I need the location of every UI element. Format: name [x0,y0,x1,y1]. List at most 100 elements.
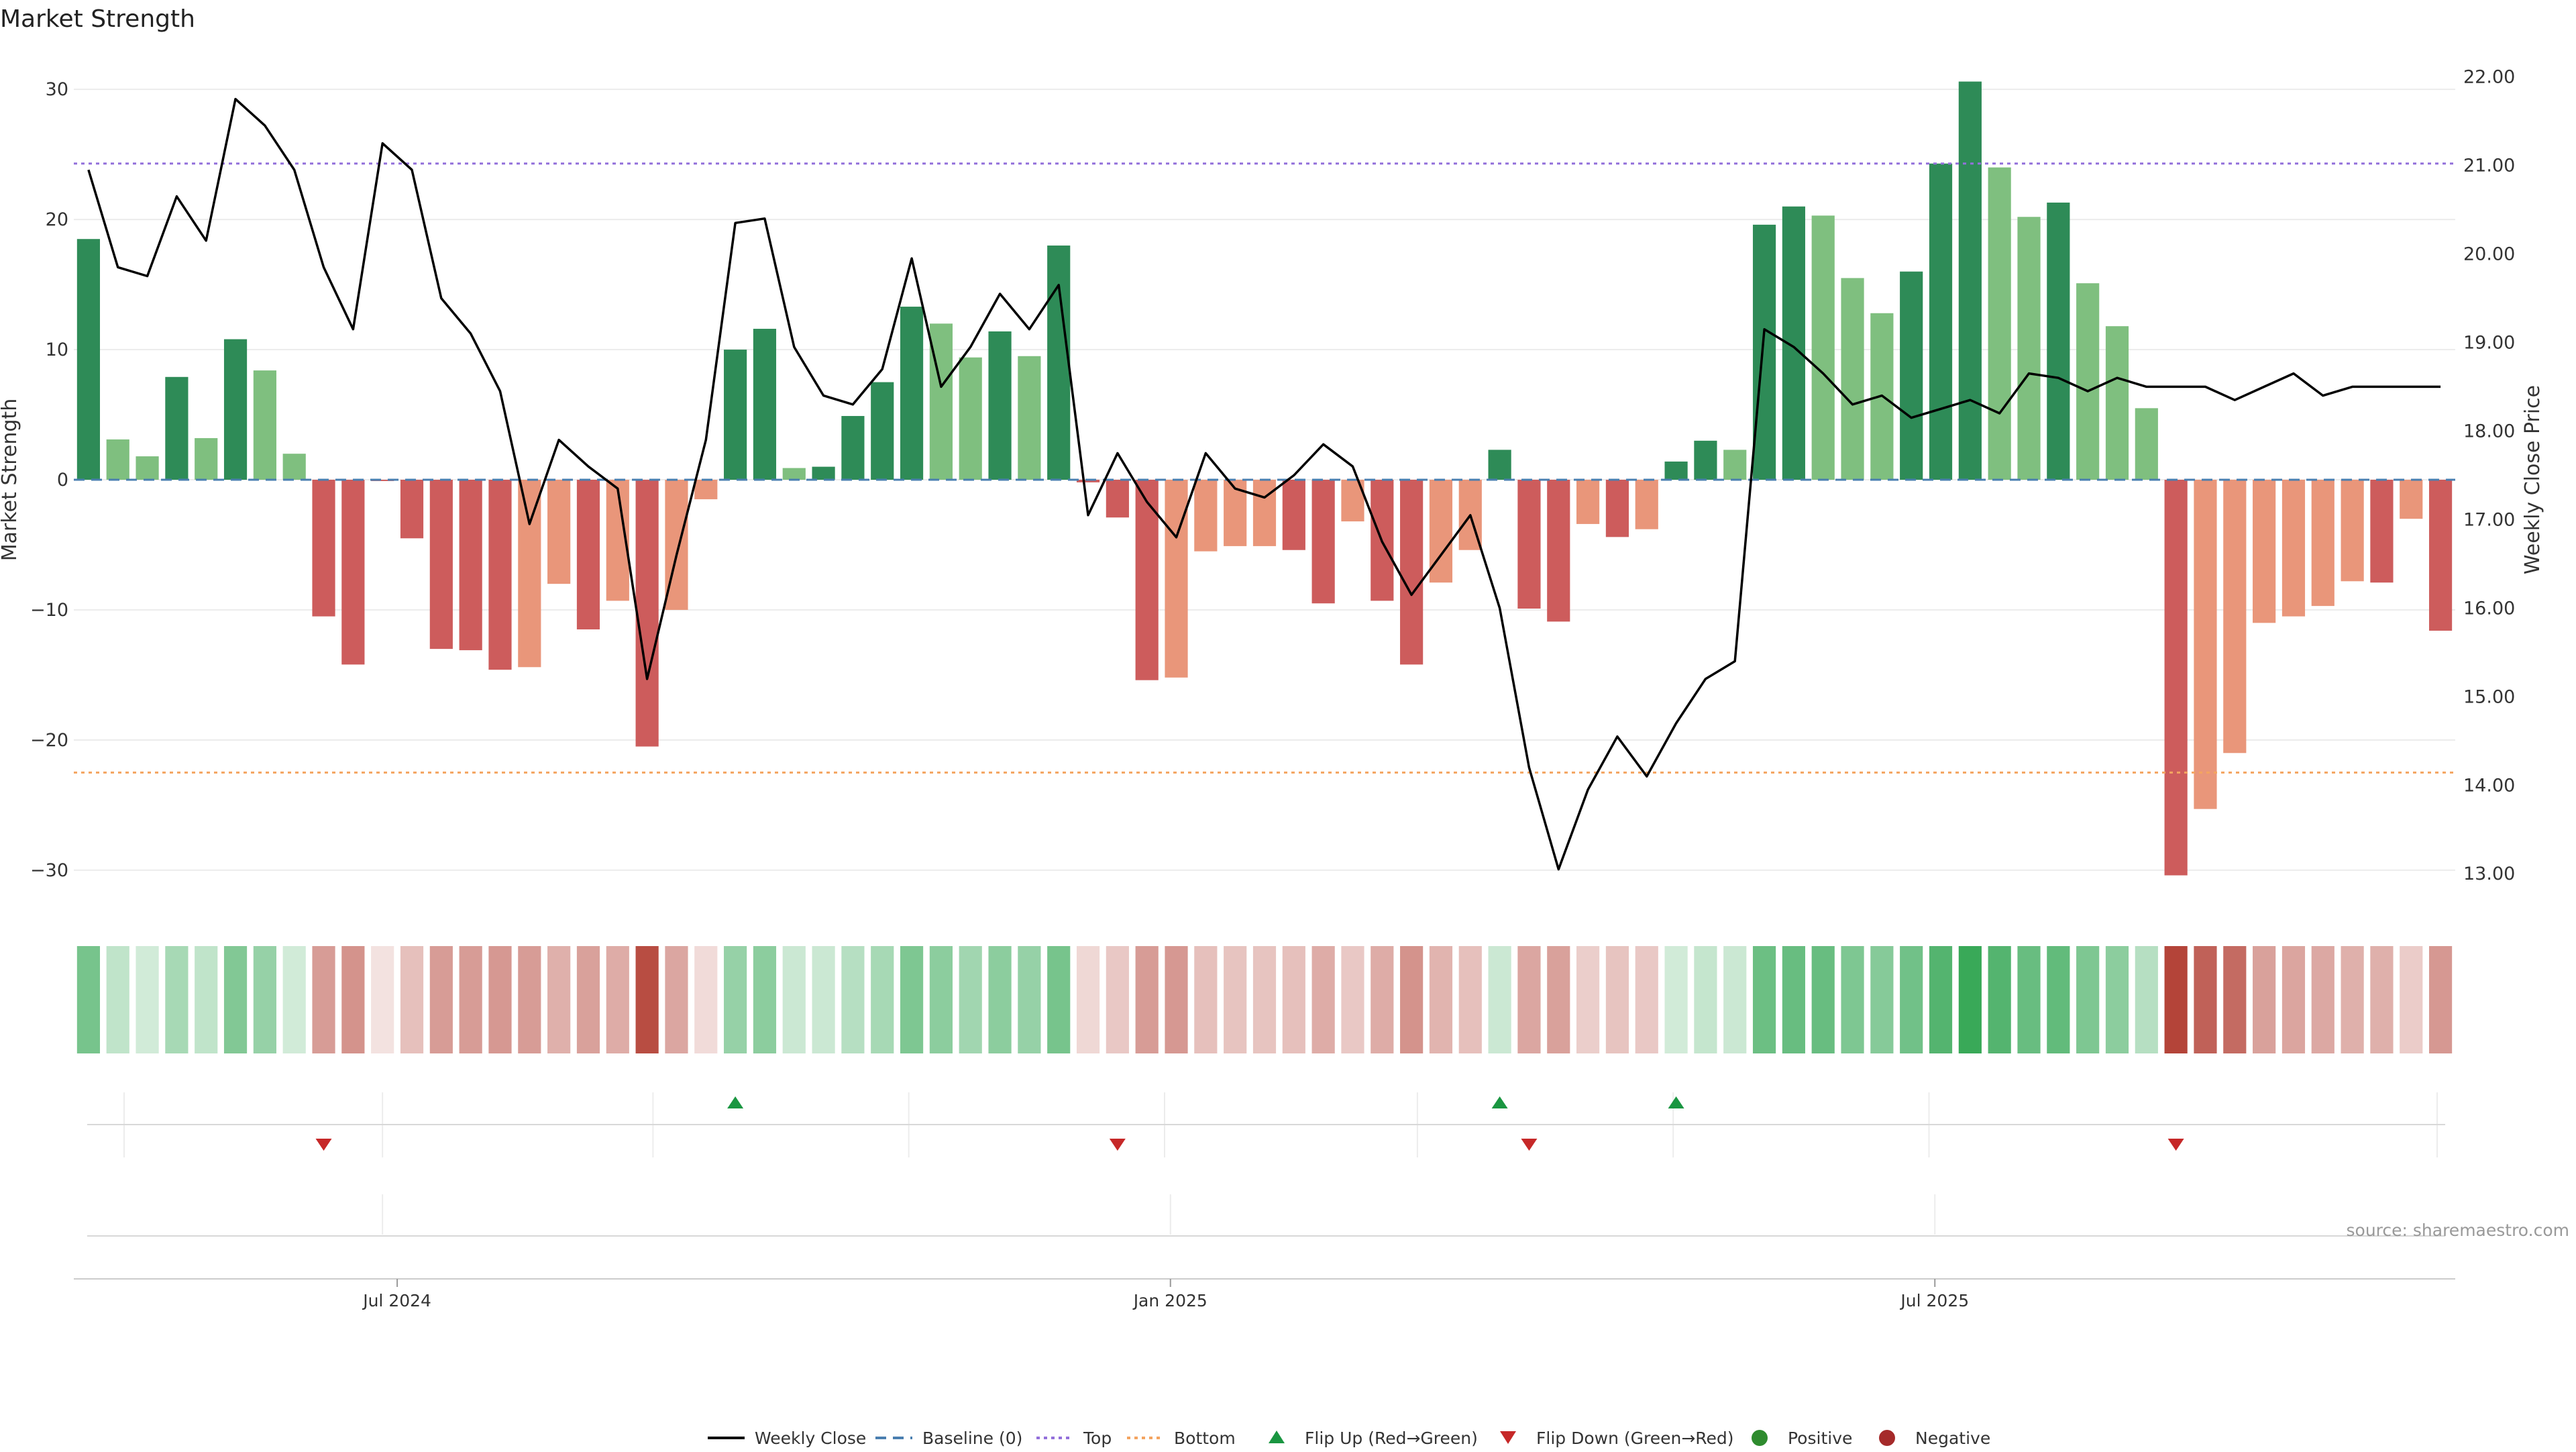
strength-bar [2341,480,2364,582]
flip-markers-panel [87,1092,2445,1157]
flip-up-marker [727,1096,744,1108]
y-tick-label: −10 [30,600,68,621]
strip-cell [1694,946,1717,1053]
legend-label: Positive [1788,1429,1852,1448]
flip-down-marker [315,1139,332,1151]
strength-bar [2223,480,2247,754]
y2-tick-label: 13.00 [2463,864,2515,884]
strength-bar [459,480,482,651]
strip-cell [1371,946,1394,1053]
strength-bar [1664,461,1688,480]
strip-cell [2311,946,2334,1053]
strength-bar [1400,480,1424,665]
strip-cell [1958,946,1982,1053]
strip-cell [2400,946,2423,1053]
strength-bar [1047,245,1071,480]
strength-bar [76,239,101,480]
strength-bar [2194,480,2217,809]
legend-label: Baseline (0) [922,1429,1022,1448]
strip-cell [429,946,453,1053]
strip-cell [2047,946,2070,1053]
strip-cell [1165,946,1188,1053]
strip-cell [1458,946,1482,1053]
y-tick-label: 20 [46,209,68,230]
strip-cell [1400,946,1424,1053]
strength-bar [959,357,982,480]
bars-layer [76,81,2453,876]
weekly-close-layer [87,97,2441,871]
strength-bar [400,480,424,539]
legend-label: Top [1083,1429,1112,1448]
strength-bar [518,480,541,668]
strip-cell [165,946,189,1053]
strip-cell [1870,946,1894,1053]
weekly-close-line [87,97,2441,871]
strip-cell [76,946,101,1053]
strip-cell [1782,946,1805,1053]
strength-bar [1752,224,1776,480]
strip-cell [606,946,629,1053]
strip-cell [2105,946,2129,1053]
strength-bar [1018,356,1041,480]
strength-bar [724,350,747,480]
strength-bar [900,307,924,480]
legend-label: Bottom [1174,1429,1236,1448]
strength-bar [1106,480,1129,518]
legend-label: Flip Up (Red→Green) [1305,1429,1478,1448]
y-tick-label: −30 [30,860,68,881]
strength-bar [1841,278,1864,480]
legend-positive-swatch [1752,1430,1768,1446]
strip-cell [1605,946,1629,1053]
strip-cell [1018,946,1041,1053]
strength-bar [1165,480,1188,678]
strip-cell [2253,946,2276,1053]
strip-cell [576,946,600,1053]
strip-cell [459,946,482,1053]
strength-bar [1194,480,1218,552]
y2-tick-label: 16.00 [2463,598,2515,619]
strip-cell [988,946,1012,1053]
strip-cell [341,946,365,1053]
strip-cell [1429,946,1453,1053]
strength-bar [2370,480,2394,583]
y2-tick-label: 21.00 [2463,156,2515,176]
strip-cell [665,946,688,1053]
legend-flip-down-swatch [1500,1431,1516,1444]
strip-cell [2282,946,2306,1053]
legend-flip-up-swatch [1269,1431,1285,1443]
strip-cell [1047,946,1071,1053]
strength-bar [223,339,248,480]
strength-bar [2400,480,2423,519]
y2-tick-label: 15.00 [2463,686,2515,707]
strength-bar [165,376,189,480]
strength-bar [1488,450,1511,480]
strip-cell [1988,946,2011,1053]
flip-down-marker [1521,1139,1538,1151]
strength-bar [1576,480,1600,524]
axis-layer: 30 20 10 0 −10 −20 −30 22.00 21.00 20.00 19.00 18.0… [0,67,2544,885]
strength-bar [871,382,894,480]
x-tick-label: Jan 2025 [1132,1291,1208,1310]
strength-bar [312,480,335,617]
strip-cell [1752,946,1776,1053]
y2-tick-label: 22.00 [2463,67,2515,88]
strength-bar [782,468,806,480]
strip-cell [106,946,129,1053]
strength-strip [76,946,2453,1053]
strip-cell [1194,946,1218,1053]
strength-bar [694,480,718,500]
strip-cell [2341,946,2364,1053]
strength-bar [1988,167,2011,480]
strip-cell [841,946,865,1053]
strength-bar [2311,480,2334,607]
strip-cell [1224,946,1247,1053]
y-tick-label: 30 [46,79,68,100]
strip-cell [223,946,248,1053]
x-axis: Jul 2024 Jan 2025 Jul 2025 [74,1194,2455,1310]
strip-cell [2223,946,2247,1053]
strength-bar [812,466,835,480]
strip-cell [2194,946,2217,1053]
x-tick-label: Jul 2024 [362,1291,431,1310]
